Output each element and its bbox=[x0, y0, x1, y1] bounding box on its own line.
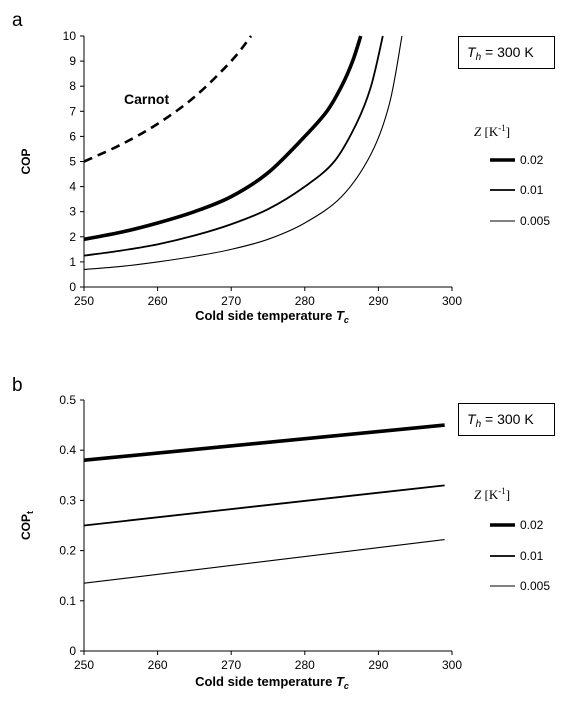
th-box-label: Th = 300 K bbox=[467, 411, 534, 430]
y-tick-label: 0.5 bbox=[59, 393, 76, 407]
y-tick-label: 0.2 bbox=[59, 544, 76, 558]
y-tick-label: 1 bbox=[69, 255, 76, 269]
y-tick-label: 0.1 bbox=[59, 594, 76, 608]
series-line-0.005 bbox=[84, 35, 403, 270]
y-tick-label: 2 bbox=[69, 230, 76, 244]
y-tick-label: 5 bbox=[69, 155, 76, 169]
y-tick-label: 0 bbox=[69, 280, 76, 294]
x-tick-label: 270 bbox=[221, 294, 241, 308]
carnot-annotation: Carnot bbox=[124, 91, 169, 107]
y-tick-label: 6 bbox=[69, 129, 76, 143]
y-tick-label: 8 bbox=[69, 79, 76, 93]
panel-letter: a bbox=[12, 10, 23, 31]
x-tick-label: 300 bbox=[442, 294, 462, 308]
y-tick-label: 0.3 bbox=[59, 493, 76, 507]
panel-letter: b bbox=[12, 375, 23, 396]
chart-panel-b: b 0 0.1 0.2 0.3 0.4 0.5 250 260 270 280 290 300 COPt C… bbox=[12, 375, 555, 691]
x-tick-label: 300 bbox=[442, 658, 462, 672]
y-axis-title: COPt bbox=[19, 511, 35, 540]
x-tick-label: 280 bbox=[295, 294, 315, 308]
series-line-0.01 bbox=[84, 484, 445, 527]
th-box bbox=[458, 36, 555, 69]
legend-label: 0.01 bbox=[520, 549, 544, 563]
x-axis-title: Cold side temperature Tc bbox=[195, 308, 349, 325]
chart-panel-a: a 0 1 2 3 4 5 6 7 8 9 10 250 260 270 280 290 300 COP Cold s… bbox=[12, 10, 555, 325]
legend-title: Z [K-1] bbox=[474, 486, 510, 502]
th-box bbox=[458, 403, 555, 436]
y-tick-label: 3 bbox=[69, 205, 76, 219]
x-tick-label: 280 bbox=[295, 658, 315, 672]
legend-label: 0.005 bbox=[520, 214, 550, 228]
legend-title: Z [K-1] bbox=[474, 123, 510, 139]
series-line-0.01 bbox=[84, 35, 384, 257]
x-tick-label: 270 bbox=[221, 658, 241, 672]
th-box-label: Th = 300 K bbox=[467, 44, 534, 63]
y-axis-title: COP bbox=[19, 148, 33, 174]
x-tick-label: 290 bbox=[368, 294, 388, 308]
series-line-0.02 bbox=[84, 35, 363, 242]
x-tick-label: 250 bbox=[74, 294, 94, 308]
y-tick-label: 0 bbox=[69, 644, 76, 658]
x-tick-label: 260 bbox=[148, 658, 168, 672]
x-tick-label: 290 bbox=[368, 658, 388, 672]
series-line-carnot bbox=[84, 35, 253, 163]
legend: Z [K-1] 0.02 0.01 0.005 bbox=[474, 486, 550, 593]
y-tick-label: 10 bbox=[63, 29, 77, 43]
legend-label: 0.02 bbox=[520, 518, 544, 532]
y-tick-label: 7 bbox=[69, 104, 76, 118]
legend-label: 0.01 bbox=[520, 183, 544, 197]
y-tick-label: 0.4 bbox=[59, 443, 76, 457]
legend: Z [K-1] 0.02 0.01 0.005 bbox=[474, 123, 550, 228]
y-tick-label: 4 bbox=[69, 180, 76, 194]
y-tick-label: 9 bbox=[69, 54, 76, 68]
x-axis-title: Cold side temperature Tc bbox=[195, 674, 349, 691]
x-tick-label: 260 bbox=[148, 294, 168, 308]
x-tick-label: 250 bbox=[74, 658, 94, 672]
legend-label: 0.02 bbox=[520, 153, 544, 167]
series-line-0.02 bbox=[84, 423, 445, 463]
legend-label: 0.005 bbox=[520, 579, 550, 593]
series-line-0.005 bbox=[84, 539, 445, 584]
